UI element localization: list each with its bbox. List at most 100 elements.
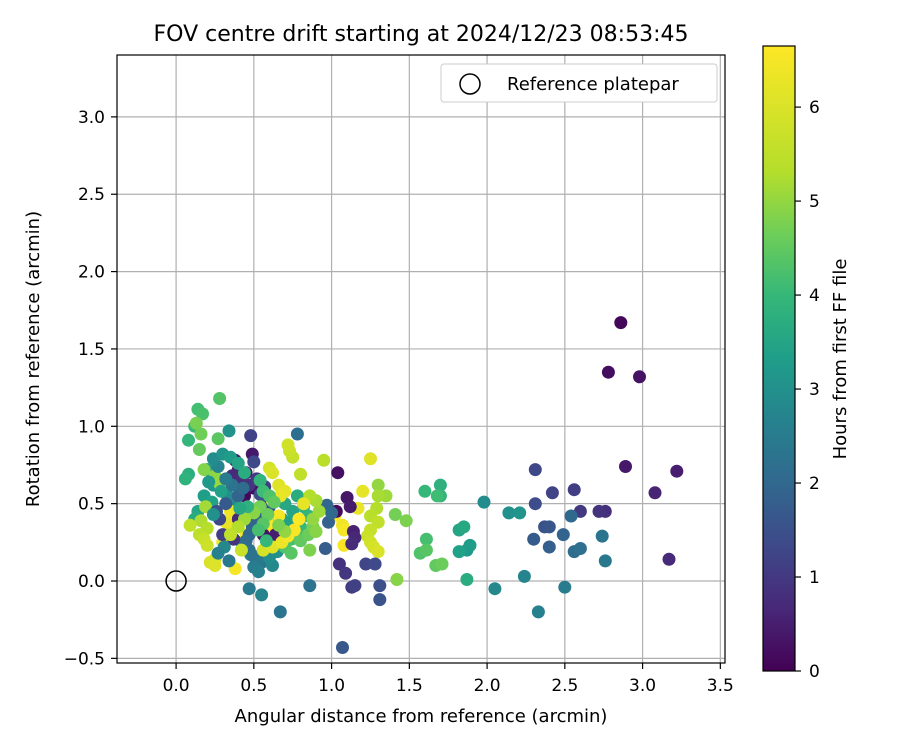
data-point bbox=[318, 542, 332, 555]
data-point bbox=[592, 504, 606, 518]
data-point bbox=[202, 475, 216, 489]
data-point bbox=[211, 546, 225, 560]
x-tick-label: 0.0 bbox=[163, 676, 190, 696]
y-tick-label: 2.5 bbox=[78, 185, 105, 205]
data-point bbox=[292, 512, 306, 526]
data-point bbox=[419, 543, 433, 557]
grid-lines bbox=[117, 55, 725, 663]
data-point bbox=[332, 557, 346, 571]
data-point bbox=[196, 407, 209, 421]
data-point bbox=[418, 484, 432, 498]
data-point bbox=[502, 506, 516, 520]
data-point bbox=[527, 532, 541, 546]
y-tick-label: 0.5 bbox=[78, 495, 105, 515]
data-points bbox=[178, 316, 684, 654]
data-point bbox=[542, 540, 556, 554]
data-point bbox=[452, 545, 466, 559]
data-point bbox=[573, 542, 587, 555]
data-point bbox=[430, 489, 444, 503]
colorbar-tick-label: 6 bbox=[809, 98, 820, 118]
colorbar-tick-label: 4 bbox=[809, 286, 820, 306]
data-point bbox=[345, 537, 359, 551]
colorbar-tick-label: 3 bbox=[809, 380, 820, 400]
data-point bbox=[368, 557, 382, 571]
data-point bbox=[433, 478, 447, 492]
data-point bbox=[614, 316, 628, 330]
data-point bbox=[236, 481, 250, 495]
data-point bbox=[371, 478, 385, 492]
data-point bbox=[364, 452, 377, 466]
data-point bbox=[303, 579, 317, 593]
plot-frame bbox=[116, 54, 726, 664]
data-point bbox=[309, 525, 323, 538]
x-axis-label: Angular distance from reference (arcmin) bbox=[235, 706, 608, 727]
data-point bbox=[233, 501, 247, 515]
legend-marker-icon bbox=[459, 73, 481, 95]
x-tick-label: 1.5 bbox=[396, 676, 423, 696]
data-point bbox=[219, 497, 233, 511]
data-point bbox=[234, 543, 248, 557]
y-tick-label: 1.0 bbox=[78, 417, 105, 437]
colorbar-tick-label: 1 bbox=[809, 568, 820, 588]
legend-label: Reference platepar bbox=[507, 74, 679, 95]
chart-title: FOV centre drift starting at 2024/12/23 … bbox=[154, 22, 689, 47]
data-point bbox=[297, 497, 311, 511]
data-point bbox=[224, 528, 237, 542]
data-point bbox=[284, 546, 298, 560]
y-tick-label: 3.0 bbox=[78, 108, 105, 128]
data-point bbox=[662, 552, 676, 566]
x-tick-label: 0.5 bbox=[240, 676, 267, 696]
data-point bbox=[182, 433, 195, 447]
colorbar-tick-label: 5 bbox=[809, 192, 820, 212]
colorbar-tick-label: 2 bbox=[809, 474, 820, 494]
data-point bbox=[359, 557, 373, 571]
data-point bbox=[531, 605, 545, 619]
x-tick-label: 2.5 bbox=[551, 676, 578, 696]
data-point bbox=[211, 432, 225, 446]
data-point bbox=[460, 573, 474, 586]
data-point bbox=[517, 569, 531, 583]
data-point bbox=[477, 495, 491, 509]
data-point bbox=[273, 605, 287, 619]
data-point bbox=[213, 392, 227, 405]
colorbar bbox=[762, 45, 796, 672]
data-point bbox=[558, 580, 572, 594]
data-point bbox=[390, 573, 404, 586]
colorbar-ticks: 0 1 2 3 4 5 6 bbox=[795, 98, 820, 682]
x-tick-label: 1.0 bbox=[318, 676, 345, 696]
x-tick-label: 2.0 bbox=[474, 676, 501, 696]
x-tick-label: 3.5 bbox=[707, 676, 734, 696]
data-point bbox=[513, 506, 527, 520]
data-point bbox=[488, 582, 502, 596]
data-point bbox=[194, 427, 208, 441]
data-point bbox=[219, 472, 233, 486]
data-point bbox=[214, 484, 228, 498]
data-point bbox=[231, 456, 245, 470]
data-point bbox=[178, 472, 192, 486]
data-point bbox=[294, 467, 307, 481]
data-point bbox=[601, 365, 615, 379]
data-point bbox=[267, 495, 281, 509]
data-point bbox=[272, 518, 286, 532]
data-point bbox=[255, 588, 269, 602]
data-point bbox=[619, 460, 632, 473]
data-point bbox=[252, 565, 265, 579]
data-point bbox=[435, 557, 449, 571]
legend: Reference platepar bbox=[440, 63, 718, 103]
data-point bbox=[371, 489, 385, 503]
y-axis-ticks: −0.5 0.0 0.5 1.0 1.5 2.0 2.5 3.0 bbox=[64, 108, 117, 669]
data-point bbox=[281, 438, 295, 452]
data-point bbox=[545, 486, 559, 500]
data-point bbox=[373, 579, 387, 593]
data-point bbox=[542, 520, 556, 534]
data-point bbox=[312, 504, 326, 518]
data-point bbox=[633, 370, 646, 384]
data-point bbox=[598, 554, 612, 568]
data-point bbox=[252, 523, 265, 537]
data-point bbox=[343, 500, 357, 514]
data-point bbox=[331, 466, 345, 480]
x-tick-label: 3.0 bbox=[629, 676, 656, 696]
y-tick-label: −0.5 bbox=[64, 649, 105, 669]
data-point bbox=[242, 582, 256, 596]
